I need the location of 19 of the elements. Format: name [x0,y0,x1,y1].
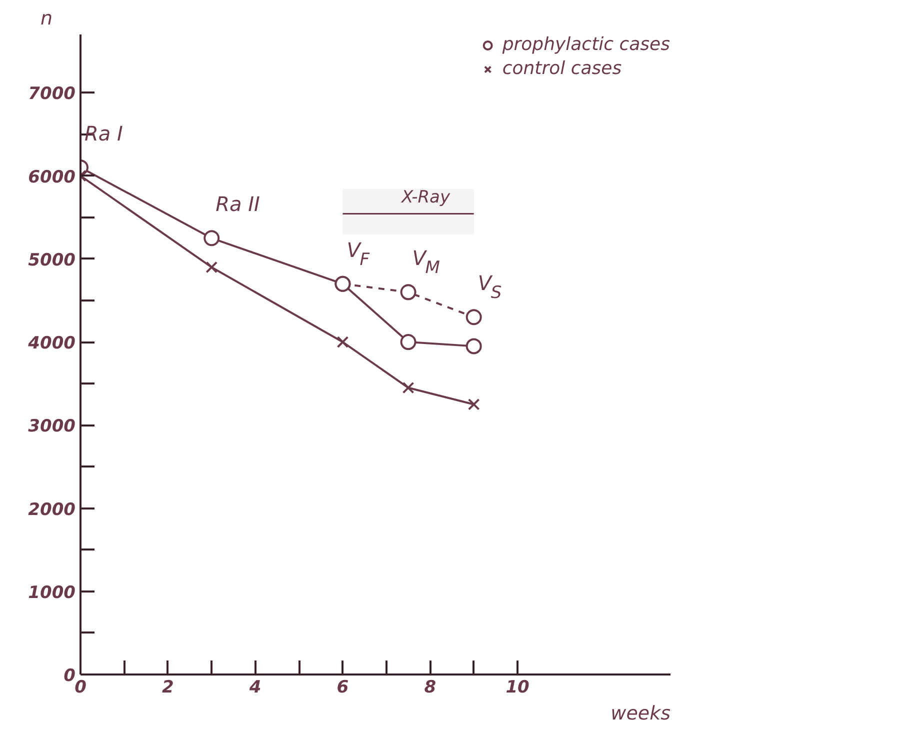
y-tick-label: 3000 [28,416,76,437]
legend-label: control cases [502,58,622,79]
y-tick-label: 7000 [28,84,76,104]
y-tick-label: 4000 [27,334,76,354]
x-tick-label: 4 [248,678,262,698]
y-tick-label: 2000 [28,500,76,520]
x-tick-label: 8 [424,678,436,698]
x-tick-label: 2 [162,678,174,698]
band-label: X-Ray [400,188,451,208]
legend-label: prophylactic cases [502,34,670,55]
y-tick-label: 6000 [28,167,76,188]
annotation: Ra I [84,121,124,146]
x-axis-title: weeks [610,702,671,724]
y-axis-title: n [40,8,53,30]
x-tick-label: 6 [336,678,349,698]
y-tick-label: 5000 [28,250,76,270]
x-tick-label: 10 [506,678,530,698]
annotation: Ra II [216,192,260,216]
y-tick-label: 1000 [28,582,76,603]
